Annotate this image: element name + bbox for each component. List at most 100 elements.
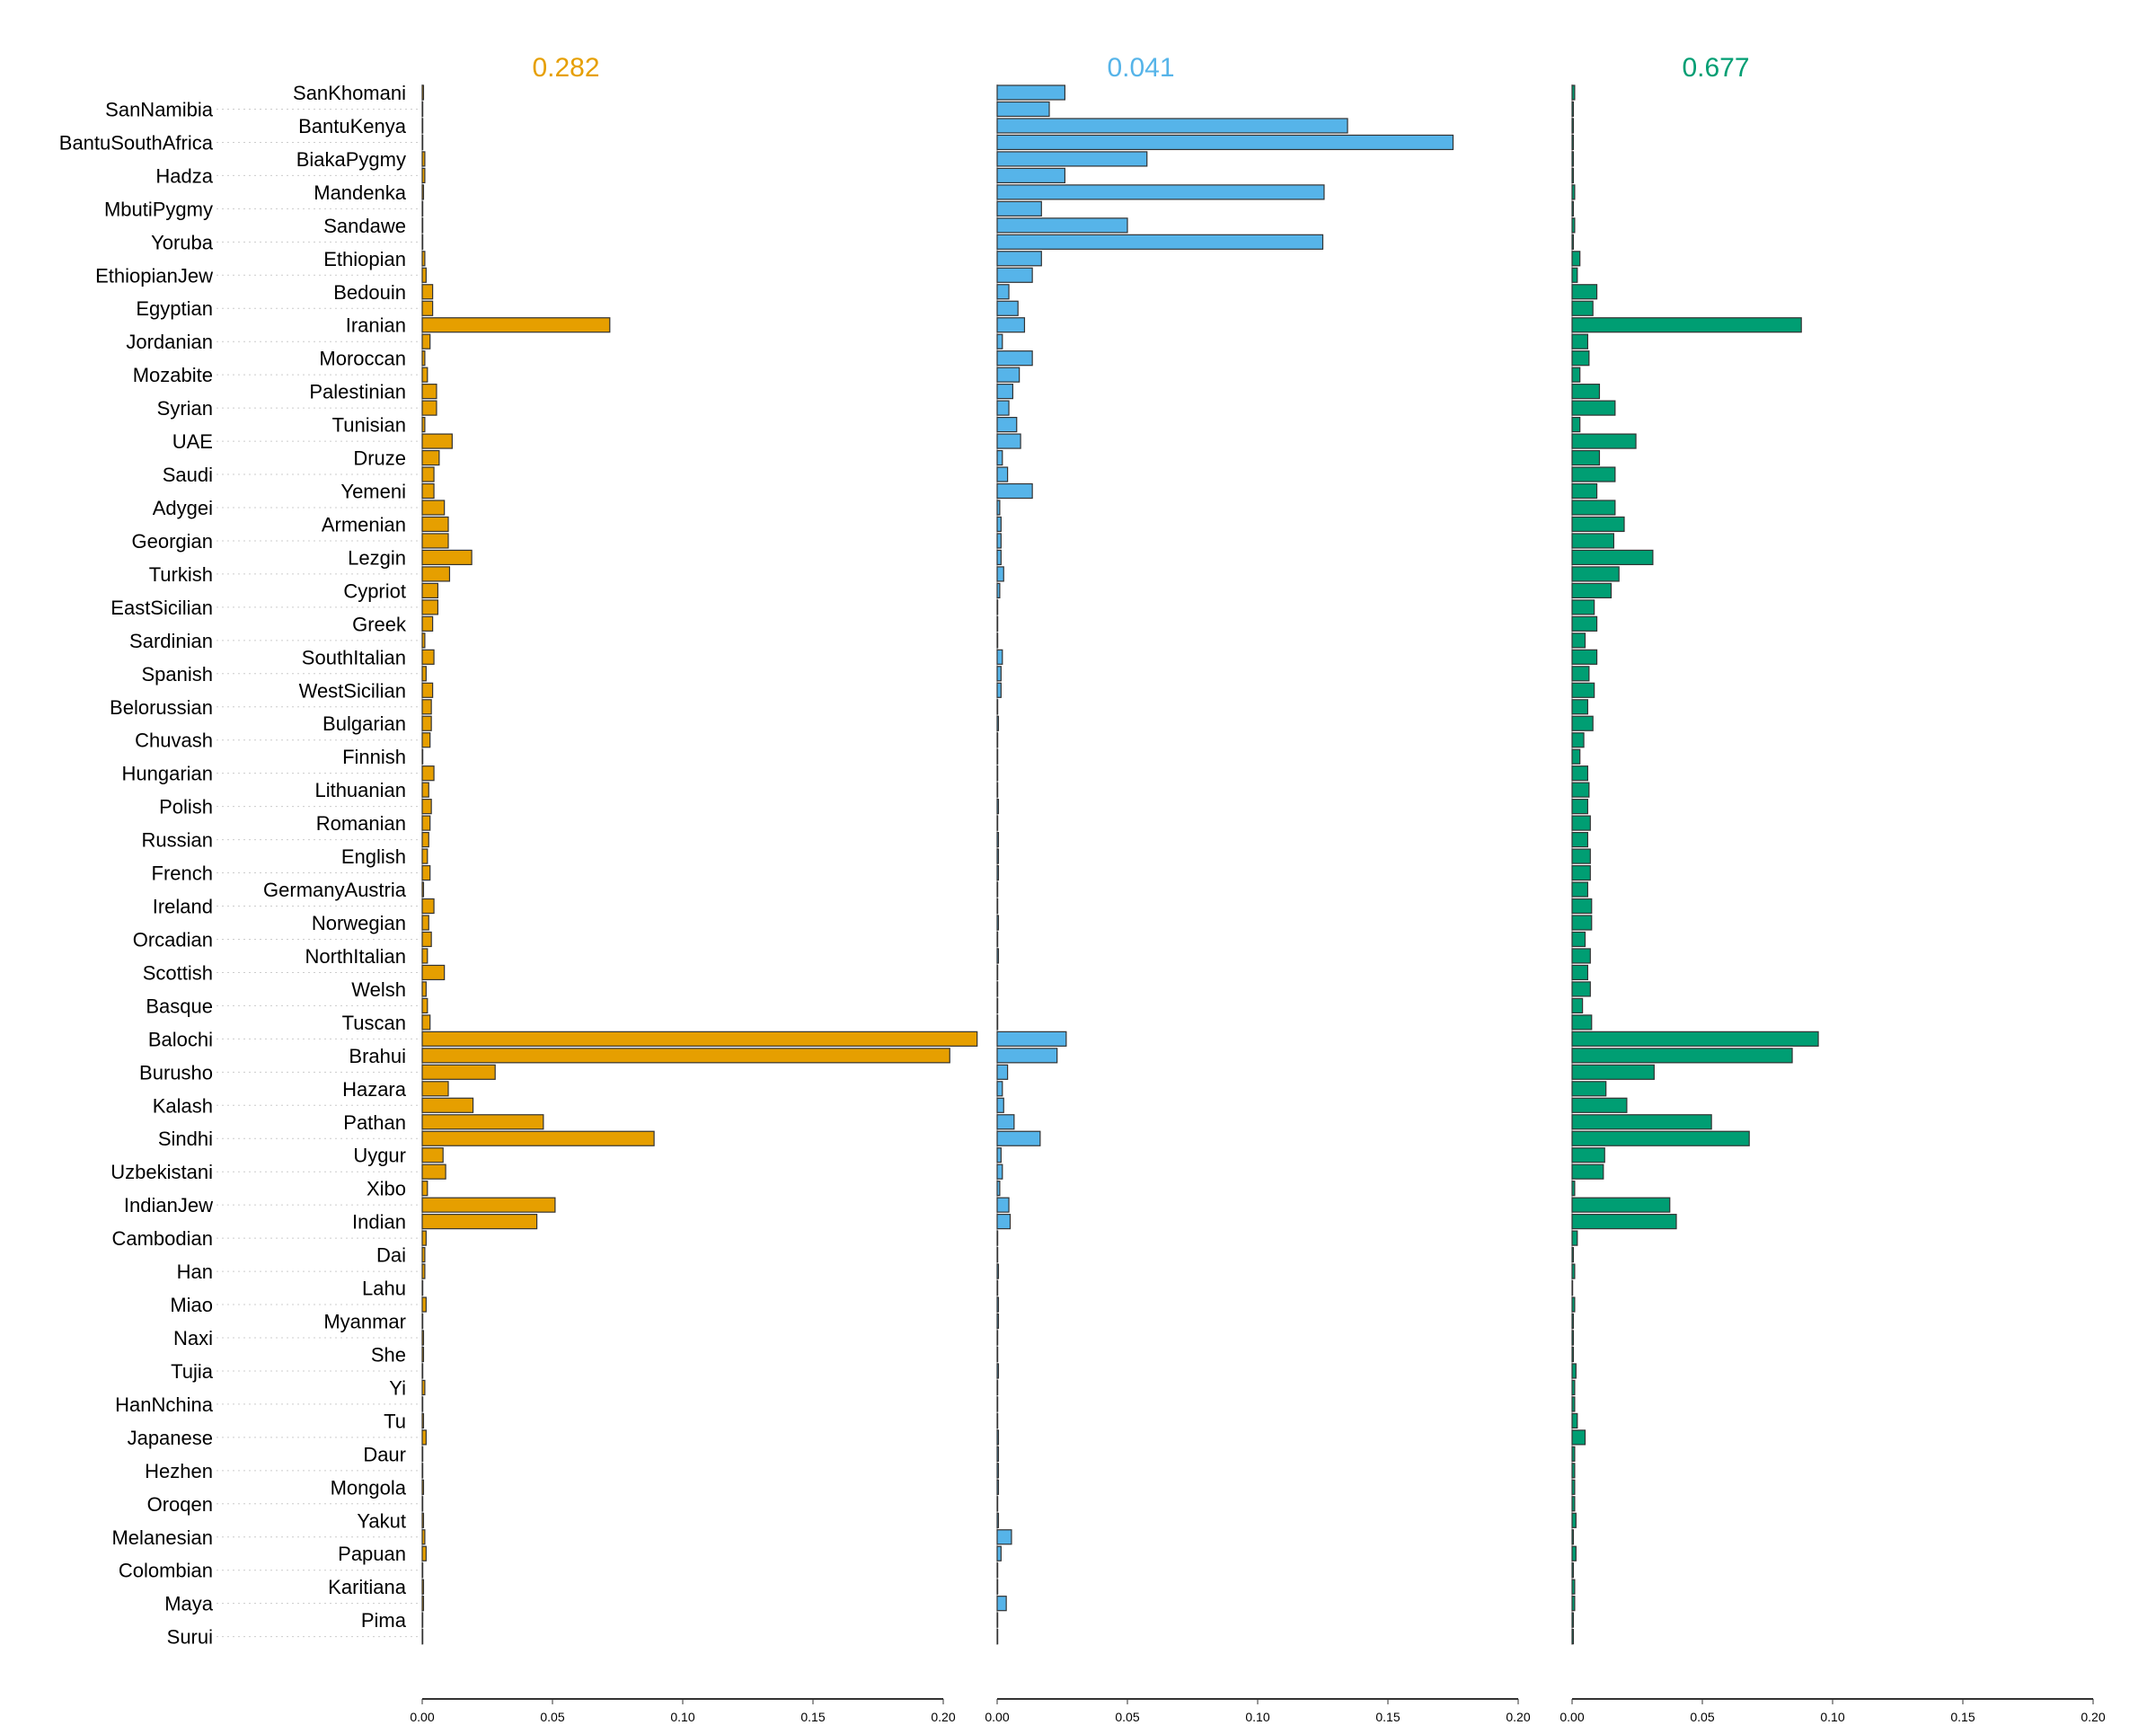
bar-Yakut xyxy=(421,1512,425,1528)
bar-BiakaPygmy xyxy=(1571,151,1575,167)
bar-Iranian xyxy=(1571,317,1802,333)
category-label: Basque xyxy=(146,995,213,1017)
bar-Pima xyxy=(421,1612,424,1628)
category-label: SanNamibia xyxy=(105,98,214,120)
category-label: Moroccan xyxy=(319,348,406,370)
bar-Indian xyxy=(1571,1214,1677,1230)
bar-Polish xyxy=(996,799,1000,815)
bar-Egyptian xyxy=(421,300,434,316)
bar-Moroccan xyxy=(1571,350,1590,367)
bar-Surui xyxy=(421,1629,424,1645)
bar-Yoruba xyxy=(421,234,424,250)
bar-Hezhen xyxy=(421,1463,424,1479)
bar-Daur xyxy=(421,1446,424,1462)
bar-Yi xyxy=(996,1379,999,1396)
bar-Melanesian xyxy=(1571,1529,1575,1545)
category-label: Japanese xyxy=(128,1427,213,1449)
panel-2: 0.041 0.00 0.05 0.10 0.15 0.20 xyxy=(985,53,1530,1724)
bar-EastSicilian xyxy=(421,599,438,615)
category-label: Chuvash xyxy=(135,730,213,752)
bar-MbutiPygmy xyxy=(996,200,1042,217)
bar-Adygei xyxy=(421,500,446,516)
bar-Uygur xyxy=(996,1147,1002,1163)
bar-Tuscan xyxy=(421,1014,431,1031)
category-label: Syrian xyxy=(157,397,213,420)
category-label: Egyptian xyxy=(136,297,213,320)
bar-Chuvash xyxy=(421,732,431,748)
bar-Karitiana xyxy=(421,1579,425,1595)
bar-EastSicilian xyxy=(1571,599,1595,615)
bar-GermanyAustria xyxy=(421,881,425,898)
bar-BantuKenya xyxy=(421,118,424,134)
bar-Mozabite xyxy=(1571,367,1581,383)
category-label: English xyxy=(341,845,406,868)
category-label: Romanian xyxy=(316,812,406,835)
bar-Armenian xyxy=(421,516,449,533)
category-label: Mozabite xyxy=(133,364,213,386)
bar-Han xyxy=(996,1263,1000,1279)
bar-Han xyxy=(1571,1263,1576,1279)
category-label: Myanmar xyxy=(323,1311,406,1333)
bar-Bedouin xyxy=(421,284,434,300)
bar-Bulgarian xyxy=(421,715,432,731)
bar-Tu xyxy=(1571,1412,1578,1429)
bar-Chuvash xyxy=(996,732,999,748)
category-label: Russian xyxy=(142,829,213,852)
bar-Iranian xyxy=(996,317,1026,333)
bar-Daur xyxy=(1571,1446,1576,1462)
category-label: Hazara xyxy=(342,1078,407,1101)
bar-Burusho xyxy=(1571,1064,1655,1080)
bar-Balochi xyxy=(996,1031,1067,1047)
bar-Basque xyxy=(996,997,999,1014)
bar-Kalash xyxy=(421,1097,474,1113)
bar-Basque xyxy=(421,997,429,1014)
bar-Palestinian xyxy=(996,384,1013,400)
x-tick-label: 0.15 xyxy=(1950,1710,1975,1724)
category-label: French xyxy=(152,862,213,885)
bar-Iranian xyxy=(421,317,611,333)
bar-Pathan xyxy=(1571,1114,1712,1130)
category-label: Yi xyxy=(389,1376,406,1399)
category-label: Cypriot xyxy=(343,579,406,602)
bar-Hungarian xyxy=(1571,765,1588,782)
bar-Ireland xyxy=(1571,898,1593,915)
bar-BantuSouthAfrica xyxy=(996,134,1454,151)
x-tick-label: 0.10 xyxy=(1820,1710,1844,1724)
bar-Colombian xyxy=(996,1562,999,1579)
bar-Finnish xyxy=(421,748,424,765)
bar-Papuan xyxy=(1571,1545,1577,1561)
category-label: Xibo xyxy=(367,1178,406,1200)
x-tick-label: 0.20 xyxy=(931,1710,955,1724)
panel-title: 0.677 xyxy=(1682,53,1749,83)
bar-Yakut xyxy=(996,1512,1000,1528)
x-tick-label: 0.05 xyxy=(1115,1710,1139,1724)
category-label: Melanesian xyxy=(111,1526,213,1549)
category-label: Papuan xyxy=(338,1543,406,1565)
bar-Syrian xyxy=(421,400,437,416)
bar-Saudi xyxy=(1571,466,1616,482)
bar-Melanesian xyxy=(996,1529,1012,1545)
bar-SanNamibia xyxy=(996,101,1050,118)
bar-Kalash xyxy=(996,1097,1004,1113)
bar-Ethiopian xyxy=(1571,251,1581,267)
bar-Dai xyxy=(1571,1246,1575,1263)
bar-Belorussian xyxy=(1571,699,1588,715)
category-label: Uygur xyxy=(353,1145,406,1167)
x-tick-label: 0.15 xyxy=(1375,1710,1400,1724)
bar-Japanese xyxy=(1571,1429,1586,1446)
bar-Xibo xyxy=(996,1181,1001,1197)
category-label: Oroqen xyxy=(147,1493,213,1516)
bar-BantuKenya xyxy=(996,118,1348,134)
bar-Sardinian xyxy=(996,632,999,649)
bar-Saudi xyxy=(421,466,435,482)
bar-Pathan xyxy=(421,1114,544,1130)
bar-HanNchina xyxy=(421,1396,424,1412)
bar-Miao xyxy=(1571,1296,1576,1313)
bar-Finnish xyxy=(1571,748,1581,765)
category-label: Saudi xyxy=(163,464,213,486)
category-label: Tujia xyxy=(171,1360,214,1383)
bar-Ethiopian xyxy=(996,251,1042,267)
bar-BiakaPygmy xyxy=(421,151,426,167)
x-tick-label: 0.00 xyxy=(1560,1710,1584,1724)
bar-Dai xyxy=(421,1246,426,1263)
